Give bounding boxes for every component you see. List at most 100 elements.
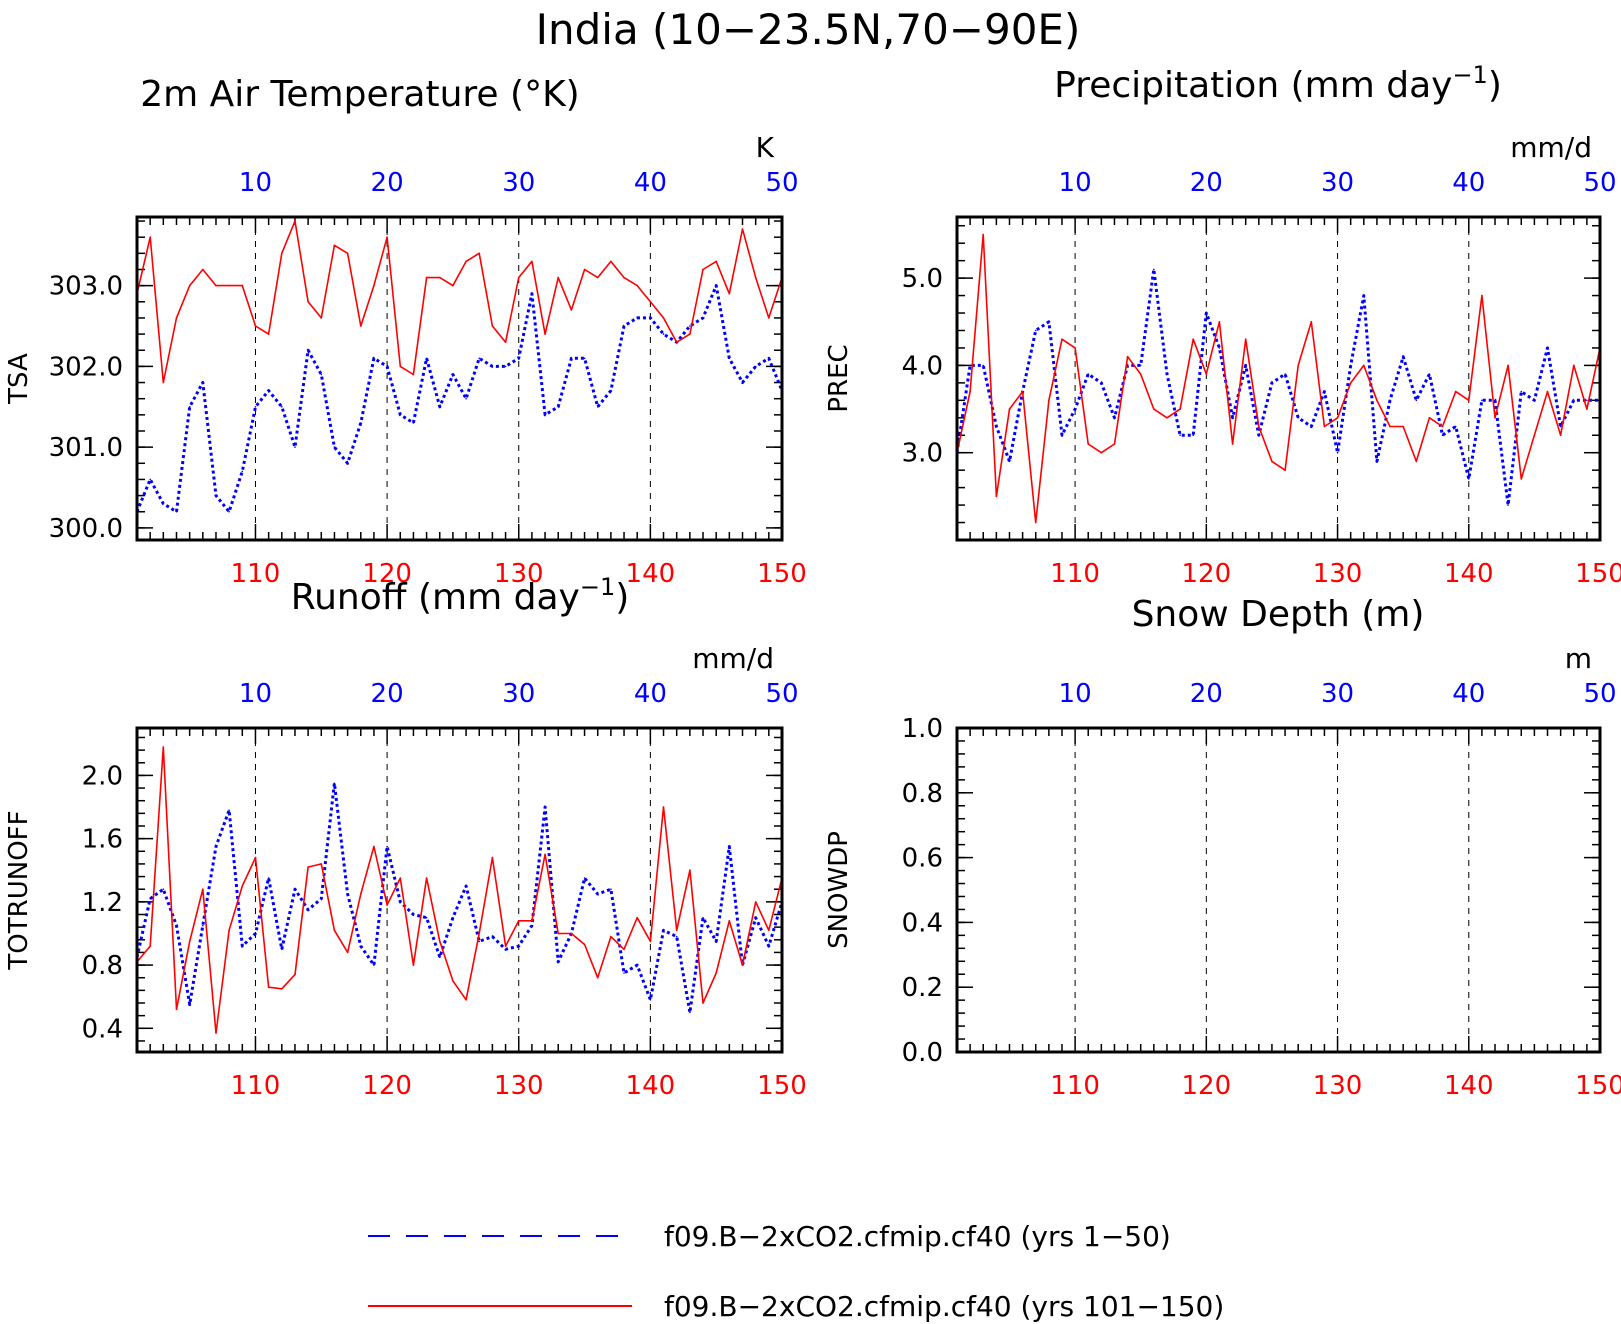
- top-tick-label: 20: [371, 168, 404, 198]
- legend: f09.B−2xCO2.cfmip.cf40 (yrs 1−50) f09.B−…: [368, 1220, 1224, 1323]
- top-tick-label: 20: [371, 679, 404, 709]
- data-point: [1454, 390, 1457, 393]
- data-point: [267, 877, 270, 879]
- data-point: [1153, 268, 1155, 271]
- data-point: [1507, 364, 1509, 367]
- data-point: [715, 972, 717, 974]
- data-point: [1074, 347, 1076, 349]
- data-point: [1402, 425, 1404, 428]
- plot-frame: [955, 215, 1602, 542]
- data-point: [241, 885, 244, 887]
- data-point: [544, 333, 546, 335]
- data-point: [649, 999, 652, 1001]
- bottom-tick-label: 130: [494, 559, 544, 589]
- data-point: [596, 976, 599, 979]
- data-point: [175, 510, 178, 513]
- bottom-tick-label: 150: [757, 559, 807, 589]
- data-point: [741, 381, 744, 384]
- data-point: [1271, 460, 1273, 463]
- bottom-tick-label: 150: [1575, 1071, 1621, 1101]
- data-point: [768, 945, 770, 947]
- data-point: [346, 462, 349, 465]
- data-point: [188, 284, 191, 287]
- bottom-tick-label: 140: [626, 1071, 676, 1101]
- data-point: [1271, 382, 1273, 384]
- data-point: [491, 365, 494, 368]
- panel-runoff: Runoff (mm day−1) mm/d TOTRUNOFF 10 20 30 40 50…: [4, 573, 807, 1101]
- data-point: [188, 406, 191, 408]
- top-tick-label: 50: [765, 168, 798, 198]
- data-point: [1297, 417, 1299, 419]
- data-point: [386, 904, 388, 906]
- data-point: [1310, 321, 1313, 323]
- data-point: [1087, 373, 1089, 375]
- data-point: [215, 284, 217, 287]
- data-point: [702, 1002, 704, 1004]
- data-point: [1258, 434, 1260, 437]
- panels-group: 2m Air Temperature (°K) K TSA 10 20 30 40 50 110…: [4, 61, 1621, 1101]
- data-point: [360, 422, 362, 424]
- data-point: [175, 317, 178, 319]
- data-point: [412, 913, 415, 916]
- data-point: [715, 260, 717, 263]
- data-point: [741, 964, 744, 966]
- data-point: [636, 284, 638, 287]
- data-point: [610, 935, 612, 938]
- data-point: [623, 948, 625, 951]
- data-point: [1231, 417, 1234, 419]
- data-point: [702, 916, 704, 919]
- y-tick-label: 300.0: [49, 514, 123, 544]
- data-point: [1494, 417, 1496, 419]
- data-point: [254, 856, 257, 859]
- data-point: [1520, 478, 1523, 480]
- series-line-red: [136, 746, 783, 1034]
- series-line-blue: [955, 267, 1600, 507]
- data-point: [333, 929, 336, 932]
- data-point: [662, 806, 665, 808]
- data-point: [1533, 399, 1536, 402]
- data-point: [596, 893, 599, 895]
- data-point: [307, 301, 309, 303]
- data-point: [517, 357, 520, 360]
- data-point: [969, 364, 971, 367]
- y-tick-label: 1.0: [902, 714, 943, 744]
- y-tick-label: 302.0: [49, 352, 123, 382]
- y-tick-label: 1.6: [82, 825, 123, 855]
- data-point: [149, 897, 151, 900]
- data-point: [544, 414, 546, 416]
- y-tick-label: 1.2: [82, 888, 123, 918]
- figure-title: India (10−23.5N,70−90E): [536, 5, 1081, 54]
- plot-frame: [135, 215, 784, 542]
- data-point: [1061, 338, 1063, 341]
- data-point: [623, 325, 625, 327]
- y-tick-label: 0.6: [902, 844, 943, 874]
- data-point: [1507, 504, 1509, 506]
- data-point: [399, 414, 402, 416]
- data-point: [1363, 364, 1365, 367]
- data-point: [465, 260, 467, 263]
- data-point: [360, 893, 362, 895]
- data-point: [610, 888, 612, 890]
- data-point: [373, 964, 375, 966]
- top-tick-label: 30: [1321, 679, 1354, 709]
- data-point: [1074, 408, 1076, 410]
- data-point: [281, 252, 283, 255]
- data-point: [768, 929, 770, 932]
- data-point: [610, 260, 612, 263]
- data-point: [1061, 434, 1063, 437]
- y-tick-label: 0.8: [902, 779, 943, 809]
- data-point: [465, 885, 467, 887]
- top-tick-label: 10: [1059, 679, 1092, 709]
- data-point: [452, 373, 454, 376]
- data-point: [636, 317, 638, 319]
- data-point: [754, 365, 757, 368]
- data-point: [320, 897, 323, 900]
- data-point: [267, 333, 270, 335]
- data-point: [1258, 425, 1260, 428]
- data-point: [1559, 425, 1562, 428]
- y-tick-label: 301.0: [49, 433, 123, 463]
- data-point: [1428, 373, 1431, 375]
- data-point: [689, 333, 691, 335]
- data-point: [215, 845, 217, 848]
- legend-blue-label: f09.B−2xCO2.cfmip.cf40 (yrs 1−50): [664, 1220, 1171, 1253]
